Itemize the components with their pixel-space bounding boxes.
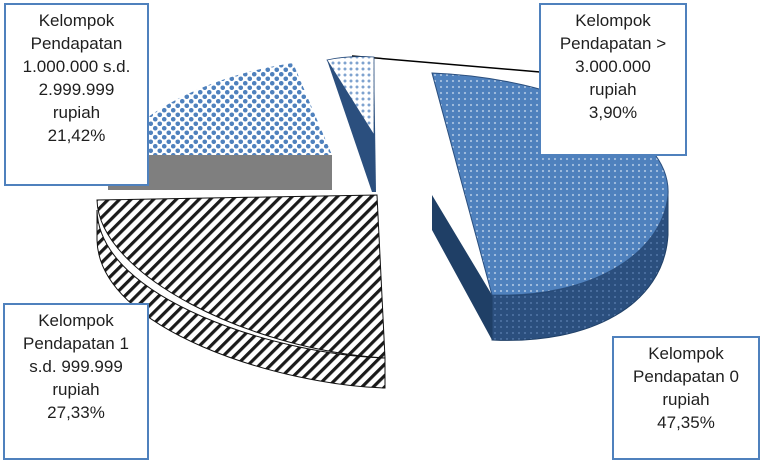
data-label-slice-1-line-4: rupiah [52,380,100,399]
data-label-slice-3-line-2: Pendapatan > [559,34,667,53]
data-label-slice-0-line-3: rupiah [662,390,710,409]
pie-slice-2-top [108,63,332,155]
data-label-slice-3-percent: 3,90% [588,103,638,122]
pie-slice-2 [108,63,332,190]
data-label-slice-3-line-3: 3.000.000 [575,57,651,76]
data-label-slice-2-line-5: rupiah [52,103,101,122]
data-label-slice-0-line-1: Kelompok [648,344,724,363]
pie-slice-0-left-face [432,73,492,340]
data-label-slice-0: Kelompok Pendapatan 0 rupiah 47,35% [612,336,760,460]
data-label-slice-1: Kelompok Pendapatan 1 s.d. 999.999 rupia… [3,303,149,460]
data-label-slice-2-percent: 21,42% [47,126,106,145]
data-label-slice-3-line-4: rupiah [589,80,637,99]
data-label-slice-3-line-1: Kelompok [575,11,651,30]
data-label-slice-2-line-2: Pendapatan [30,34,123,53]
data-label-slice-3: Kelompok Pendapatan > 3.000.000 rupiah 3… [539,3,687,156]
pie-slice-1-top [96,194,386,359]
data-label-slice-1-line-2: Pendapatan 1 [23,334,129,353]
data-label-slice-0-line-2: Pendapatan 0 [633,367,739,386]
data-label-slice-2: Kelompok Pendapatan 1.000.000 s.d. 2.999… [4,3,149,186]
data-label-slice-1-line-3: s.d. 999.999 [29,357,123,376]
data-label-slice-1-line-1: Kelompok [38,311,114,330]
pie-slice-1 [96,194,386,389]
data-label-slice-1-percent: 27,33% [47,403,105,422]
pie-slice-2-front-face [108,155,332,190]
data-label-slice-2-line-3: 1.000.000 s.d. [22,57,131,76]
leader-line-slice-3 [351,55,541,73]
pie-slice-3 [326,56,376,192]
data-label-slice-0-percent: 47,35% [657,413,715,432]
data-label-slice-2-line-4: 2.999.999 [38,80,115,99]
pie-slice-3-top [326,56,375,137]
data-label-slice-2-line-1: Kelompok [38,11,115,30]
